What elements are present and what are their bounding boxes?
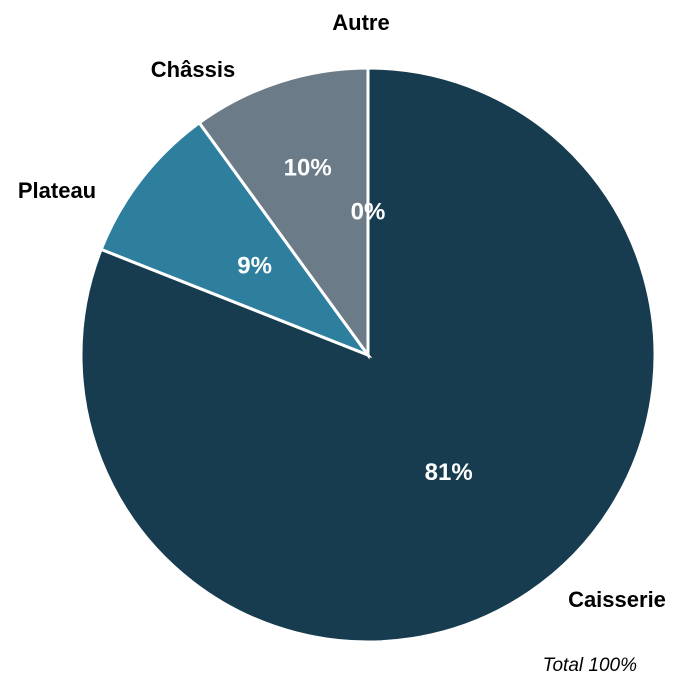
category-label: Autre [332,10,389,35]
category-label: Plateau [18,178,96,203]
pie-slice [197,66,370,360]
value-label: 81% [425,459,473,486]
total-note: Total 100% [543,655,637,676]
category-label: Caisserie [568,587,666,612]
value-label: 9% [237,252,272,279]
value-label: 10% [284,155,332,182]
pie-slice [99,120,373,359]
category-label: Châssis [151,57,235,82]
value-label: 0% [351,198,386,225]
